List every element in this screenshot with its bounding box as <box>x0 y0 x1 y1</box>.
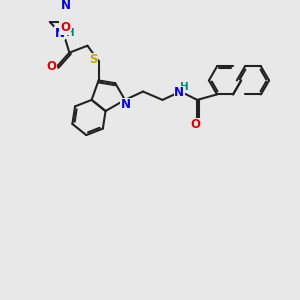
Text: N: N <box>121 98 130 111</box>
Text: H: H <box>66 28 74 38</box>
Text: O: O <box>46 60 56 73</box>
Text: H: H <box>180 82 189 92</box>
Text: N: N <box>174 86 184 100</box>
Text: N: N <box>55 27 65 40</box>
Text: N: N <box>61 0 71 12</box>
Text: O: O <box>191 118 201 131</box>
Text: S: S <box>89 53 98 66</box>
Text: O: O <box>60 21 70 34</box>
